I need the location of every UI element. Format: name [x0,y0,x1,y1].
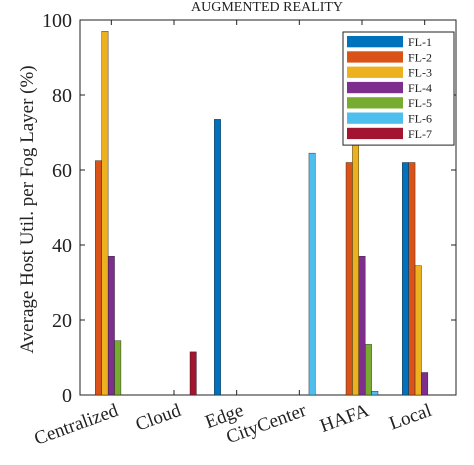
bar-fl-2-centralized [95,160,102,396]
legend-label: FL-7 [408,127,432,141]
y-tick-label: 80 [52,85,72,107]
chart-title: AUGMENTED REALITY [191,0,343,15]
x-tick-label: Centralized [32,400,122,450]
legend-label: FL-1 [408,35,432,49]
legend-label: FL-6 [408,112,432,126]
legend-swatch-fl-4 [347,81,403,94]
bar-fl-3-local [414,265,422,396]
legend-label: FL-3 [408,66,432,80]
y-tick-label: 0 [62,385,72,407]
bar-fl-1-edge [214,119,221,396]
bar-fl-1-local [402,162,409,396]
y-tick-label: 40 [52,235,72,257]
axes-box [79,19,457,396]
y-tick-label: 60 [52,160,72,182]
bar-fl-3-centralized [101,31,109,396]
bar-fl-4-centralized [107,256,115,396]
legend-swatch-fl-6 [347,112,403,124]
bar-fl-7-cloud [189,351,197,396]
y-axis-label: Average Host Util. per Fog Layer (%) [17,65,38,353]
x-tick-label: Cloud [133,400,184,436]
legend-swatch-fl-5 [347,97,403,109]
bar-fl-6-hafa [371,391,379,396]
bar-fl-2-local [408,162,416,396]
y-tick-label: 20 [52,310,72,332]
x-tick-label: Local [387,400,435,435]
legend-label: FL-4 [408,81,432,95]
legend-swatch-fl-1 [347,36,403,48]
bar-fl-4-local [421,372,429,396]
legend-swatch-fl-7 [347,127,403,140]
legend-label: FL-2 [408,50,432,64]
legend-swatch-fl-3 [347,66,403,78]
bar-fl-6-citycenter [308,152,316,396]
x-tick-label: HAFA [317,400,372,437]
y-tick-label: 100 [42,10,72,32]
legend: FL-1FL-2 FL-3FL-4FL-5 FL-6FL-7 [342,31,455,146]
legend-label: FL-5 [408,96,432,110]
bar-fl-5-hafa [365,344,372,396]
bar-fl-5-centralized [114,340,122,396]
bar-fl-4-hafa [358,256,366,396]
legend-swatch-fl-2 [347,51,403,63]
bar-fl-2-hafa [345,162,353,396]
